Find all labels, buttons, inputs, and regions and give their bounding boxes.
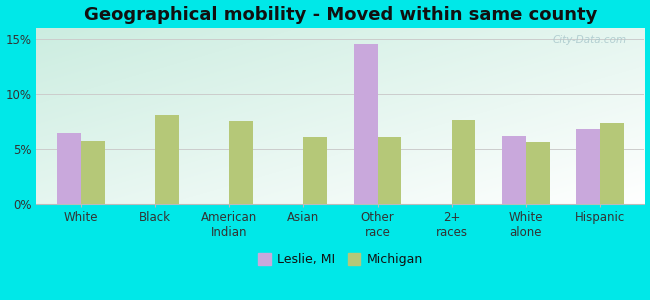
Bar <box>81 141 105 204</box>
Legend: Leslie, MI, Michigan: Leslie, MI, Michigan <box>254 248 428 271</box>
Text: City-Data.com: City-Data.com <box>552 35 626 45</box>
Bar <box>502 136 526 204</box>
Bar <box>229 121 253 204</box>
Bar <box>378 137 401 204</box>
Title: Geographical mobility - Moved within same county: Geographical mobility - Moved within sam… <box>84 6 597 24</box>
Bar <box>354 44 378 204</box>
Bar <box>526 142 549 204</box>
Bar <box>577 129 600 204</box>
Bar <box>304 137 327 204</box>
Bar <box>155 115 179 204</box>
Bar <box>452 120 475 204</box>
Bar <box>600 124 624 204</box>
Bar <box>57 134 81 204</box>
